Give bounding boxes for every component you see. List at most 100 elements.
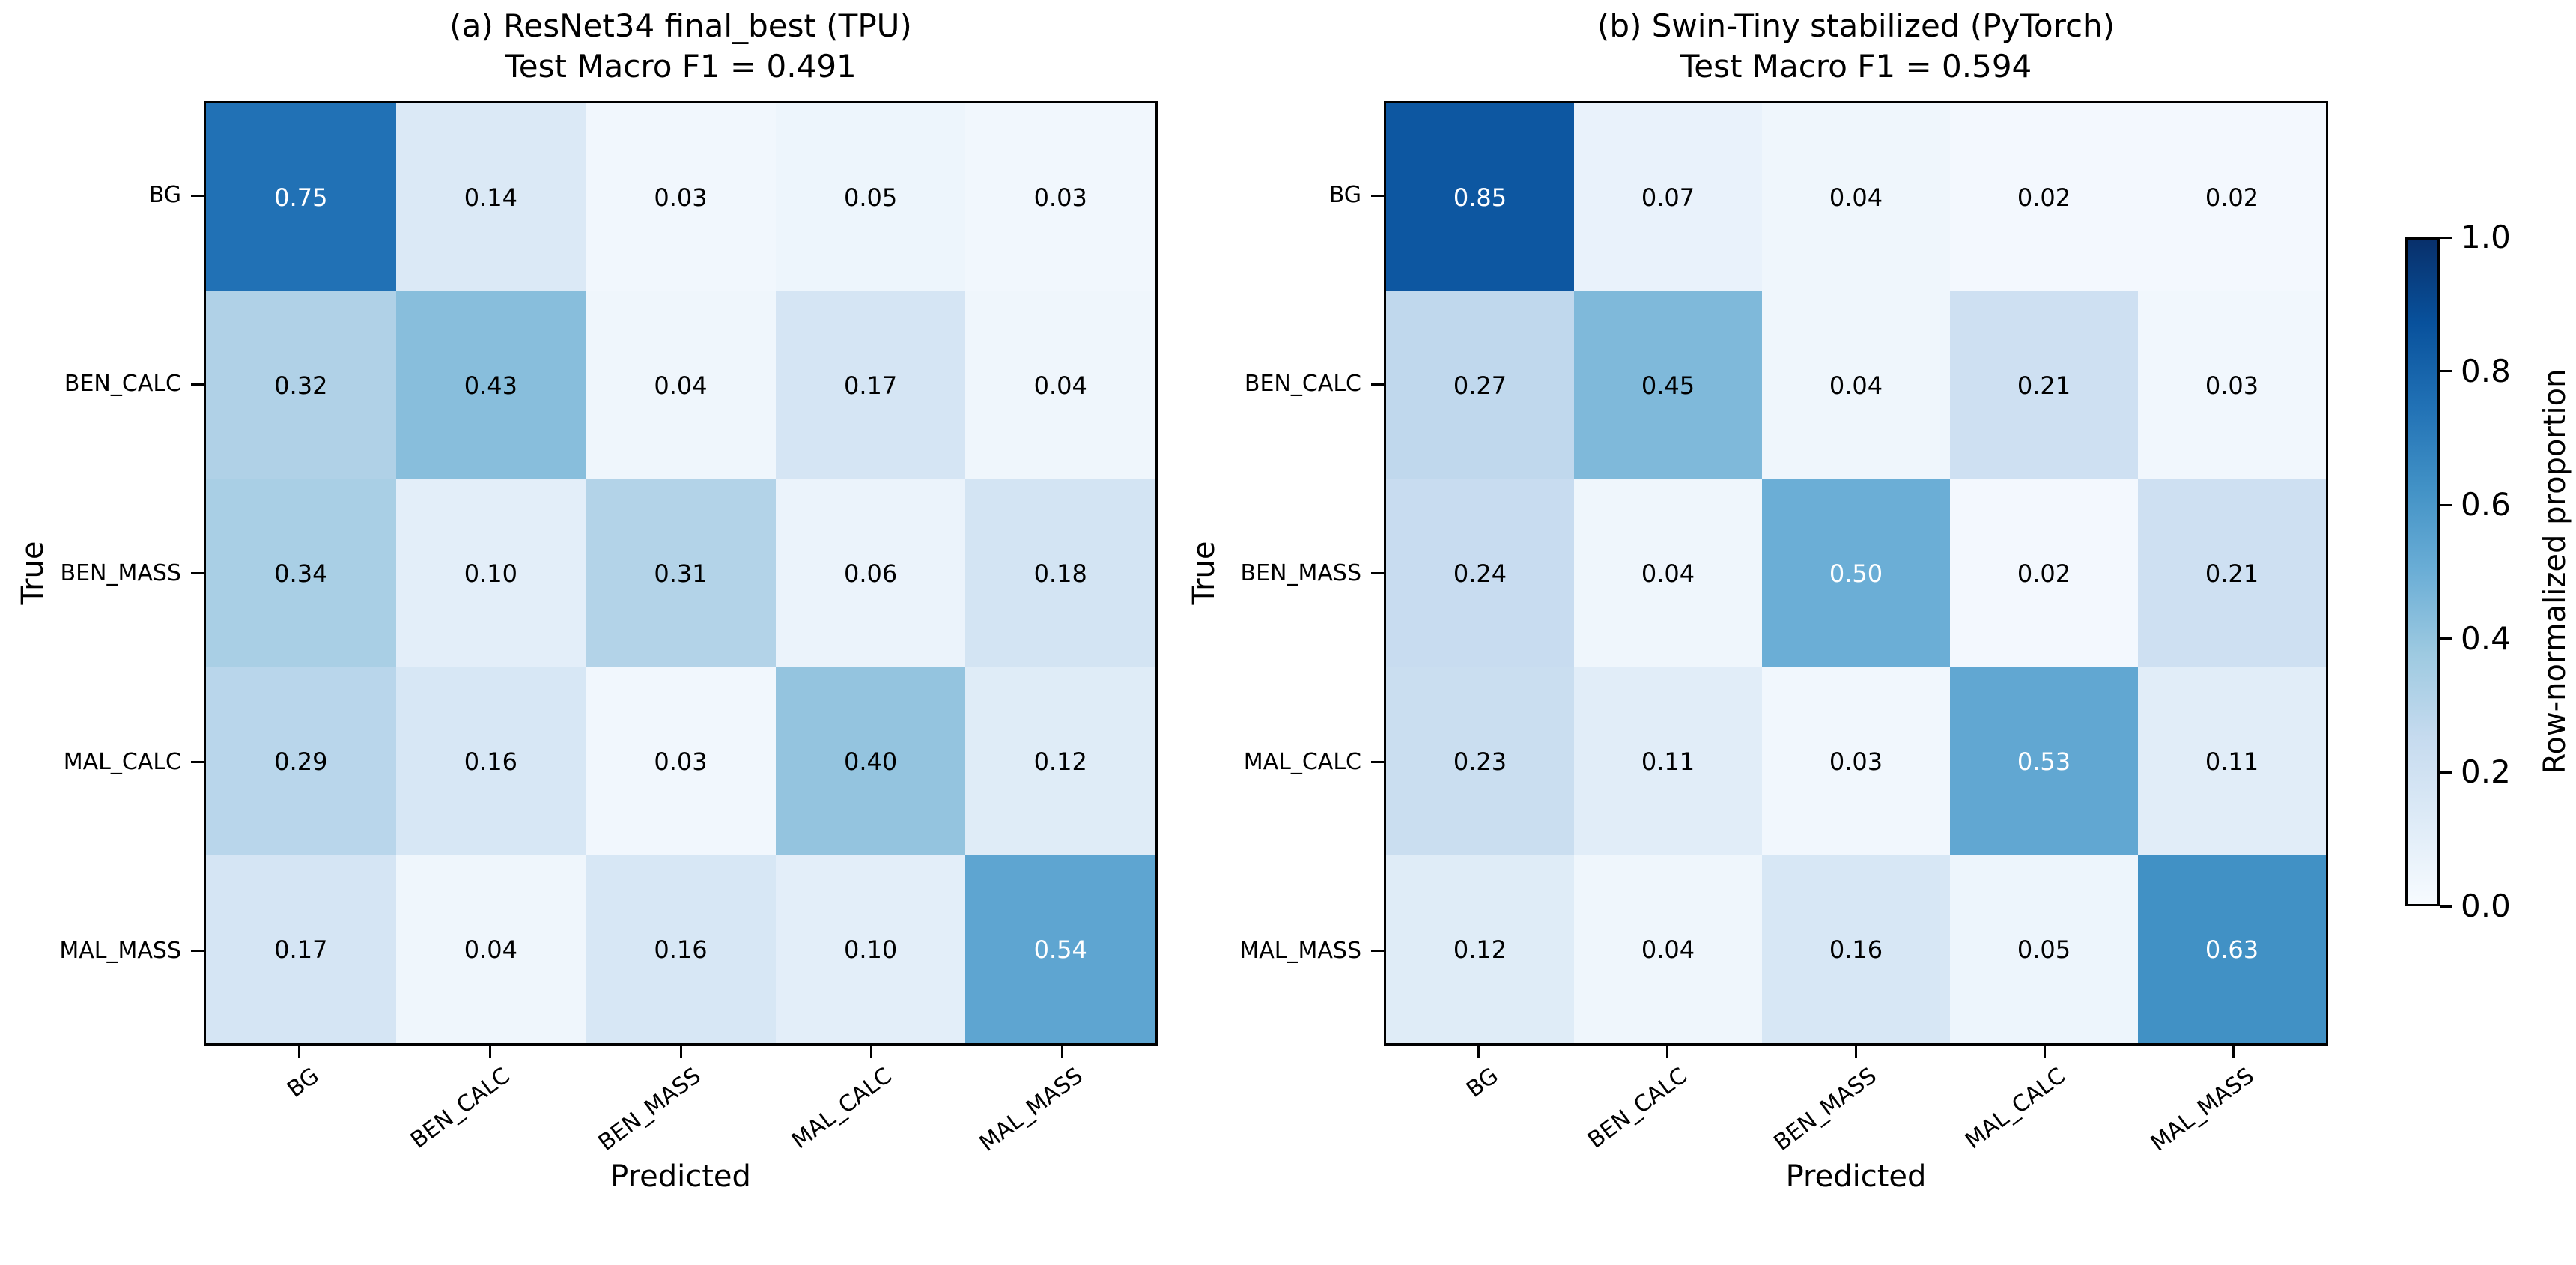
panel-b-row-label-BG: BG	[1328, 182, 1361, 209]
cell-value: 0.05	[843, 183, 898, 212]
panel-b-y-tick	[1371, 572, 1384, 574]
cell-value: 0.40	[843, 747, 898, 776]
panel-b-cell-MAL_CALC-MAL_MASS: 0.11	[2138, 667, 2326, 855]
panel-b-cell-BEN_MASS-BG: 0.24	[1386, 479, 1574, 667]
panel-a-y-tick	[191, 950, 204, 953]
panel-a-cell-BEN_CALC-MAL_MASS: 0.04	[965, 291, 1155, 479]
panel-b-cell-BEN_MASS-MAL_CALC: 0.02	[1950, 479, 2138, 667]
panel-a-cell-MAL_MASS-BEN_MASS: 0.16	[586, 855, 776, 1043]
panel-b-y-tick	[1371, 950, 1384, 953]
panel-b-cell-BEN_CALC-BEN_MASS: 0.04	[1762, 291, 1950, 479]
panel-a-heatmap: 0.75 0.14 0.03 0.05 0.03 0.32 0.43 0.04 0.17 0.04…	[204, 101, 1158, 1046]
cell-value: 0.04	[1033, 371, 1087, 400]
colorbar-tick	[2440, 771, 2452, 774]
panel-b-cell-MAL_CALC-BEN_MASS: 0.03	[1762, 667, 1950, 855]
panel-a-cell-BEN_MASS-BEN_MASS: 0.31	[586, 479, 776, 667]
panel-a-x-axis-label: Predicted	[610, 1159, 751, 1194]
colorbar	[2405, 237, 2440, 906]
cell-value: 0.11	[1641, 747, 1695, 776]
cell-value: 0.10	[843, 935, 898, 964]
colorbar-tick-label: 1.0	[2461, 219, 2511, 255]
panel-b-y-tick	[1371, 383, 1384, 386]
panel-a-y-tick	[191, 761, 204, 764]
cell-value: 0.04	[654, 371, 708, 400]
cell-value: 0.23	[1453, 747, 1507, 776]
panel-b-row-label-BEN_CALC: BEN_CALC	[1244, 371, 1361, 398]
cell-value: 0.17	[274, 935, 328, 964]
panel-b-cell-BEN_CALC-MAL_MASS: 0.03	[2138, 291, 2326, 479]
cell-value: 0.34	[274, 559, 328, 588]
cell-value: 0.07	[1641, 183, 1695, 212]
panel-b-cell-MAL_CALC-MAL_CALC: 0.53	[1950, 667, 2138, 855]
panel-b-title-line1: (b) Swin-Tiny stabilized (PyTorch)	[1597, 7, 2115, 44]
panel-b-cell-BEN_MASS-BEN_CALC: 0.04	[1574, 479, 1762, 667]
panel-b-x-tick	[1855, 1046, 1857, 1058]
panel-b-cell-BG-BEN_MASS: 0.04	[1762, 103, 1950, 291]
panel-a-row-label-MAL_MASS: MAL_MASS	[59, 937, 181, 964]
cell-value: 0.04	[1829, 371, 1883, 400]
panel-b-cell-BG-MAL_MASS: 0.02	[2138, 103, 2326, 291]
cell-value: 0.03	[654, 183, 708, 212]
colorbar-tick	[2440, 370, 2452, 373]
cell-value: 0.32	[274, 371, 328, 400]
panel-a-cell-BEN_CALC-BG: 0.32	[206, 291, 396, 479]
panel-b-x-tick	[1477, 1046, 1480, 1058]
cell-value: 0.02	[2205, 183, 2259, 212]
panel-b-title: (b) Swin-Tiny stabilized (PyTorch) Test …	[1384, 6, 2328, 87]
cell-value: 0.14	[464, 183, 518, 212]
cell-value: 0.31	[654, 559, 708, 588]
panel-b-y-tick	[1371, 194, 1384, 197]
panel-a-cell-MAL_CALC-BEN_MASS: 0.03	[586, 667, 776, 855]
panel-b-x-tick	[2232, 1046, 2235, 1058]
cell-value: 0.02	[2017, 183, 2071, 212]
panel-a-cell-BEN_CALC-BEN_CALC: 0.43	[395, 291, 586, 479]
panel-b-cell-MAL_MASS-BEN_MASS: 0.16	[1762, 855, 1950, 1043]
cell-value: 0.12	[1033, 747, 1087, 776]
panel-b-cell-MAL_MASS-BEN_CALC: 0.04	[1574, 855, 1762, 1043]
cell-value: 0.21	[2017, 371, 2071, 400]
panel-a-cell-BG-MAL_MASS: 0.03	[965, 103, 1155, 291]
cell-value: 0.03	[1829, 747, 1883, 776]
cell-value: 0.50	[1829, 559, 1883, 588]
cell-value: 0.03	[1033, 183, 1087, 212]
panel-b-cell-BG-BG: 0.85	[1386, 103, 1574, 291]
panel-a-cell-MAL_MASS-BG: 0.17	[206, 855, 396, 1043]
cell-value: 0.10	[464, 559, 518, 588]
cell-value: 0.16	[1829, 935, 1883, 964]
panel-a-y-tick	[191, 194, 204, 197]
panel-a-x-tick	[1061, 1046, 1064, 1058]
panel-a-cell-BG-BG: 0.75	[206, 103, 396, 291]
panel-a-x-tick	[488, 1046, 491, 1058]
colorbar-tick	[2440, 503, 2452, 506]
panel-a-x-tick	[679, 1046, 682, 1058]
cell-value: 0.43	[464, 371, 518, 400]
panel-b-x-tick	[1665, 1046, 1668, 1058]
cell-value: 0.04	[464, 935, 518, 964]
cell-value: 0.12	[1453, 935, 1507, 964]
colorbar-tick-label: 0.4	[2461, 619, 2511, 657]
cell-value: 0.53	[2017, 747, 2071, 776]
panel-a-cell-MAL_MASS-MAL_MASS: 0.54	[965, 855, 1155, 1043]
panel-b-title-line2: Test Macro F1 = 0.594	[1680, 48, 2032, 85]
panel-a-x-tick	[297, 1046, 300, 1058]
panel-b-cell-MAL_MASS-MAL_MASS: 0.63	[2138, 855, 2326, 1043]
cell-value: 0.75	[274, 183, 328, 212]
cell-value: 0.18	[1033, 559, 1087, 588]
panel-a-cell-MAL_MASS-BEN_CALC: 0.04	[395, 855, 586, 1043]
panel-b-cell-BG-MAL_CALC: 0.02	[1950, 103, 2138, 291]
cell-value: 0.16	[654, 935, 708, 964]
cell-value: 0.17	[843, 371, 898, 400]
colorbar-tick	[2440, 236, 2452, 239]
cell-value: 0.27	[1453, 371, 1507, 400]
colorbar-tick-label: 0.8	[2461, 352, 2511, 389]
panel-a-title-line1: (a) ResNet34 final_best (TPU)	[449, 7, 912, 44]
colorbar-tick-label: 0.2	[2461, 753, 2511, 791]
cell-value: 0.11	[2205, 747, 2259, 776]
panel-b-cell-MAL_MASS-MAL_CALC: 0.05	[1950, 855, 2138, 1043]
panel-a-cell-BEN_MASS-MAL_MASS: 0.18	[965, 479, 1155, 667]
panel-a-row-label-MAL_CALC: MAL_CALC	[63, 748, 181, 775]
panel-a-cell-BEN_CALC-BEN_MASS: 0.04	[586, 291, 776, 479]
panel-b-cell-BEN_MASS-MAL_MASS: 0.21	[2138, 479, 2326, 667]
panel-b-x-tick	[2044, 1046, 2047, 1058]
colorbar-label: Row-normalized proportion	[2538, 368, 2572, 774]
